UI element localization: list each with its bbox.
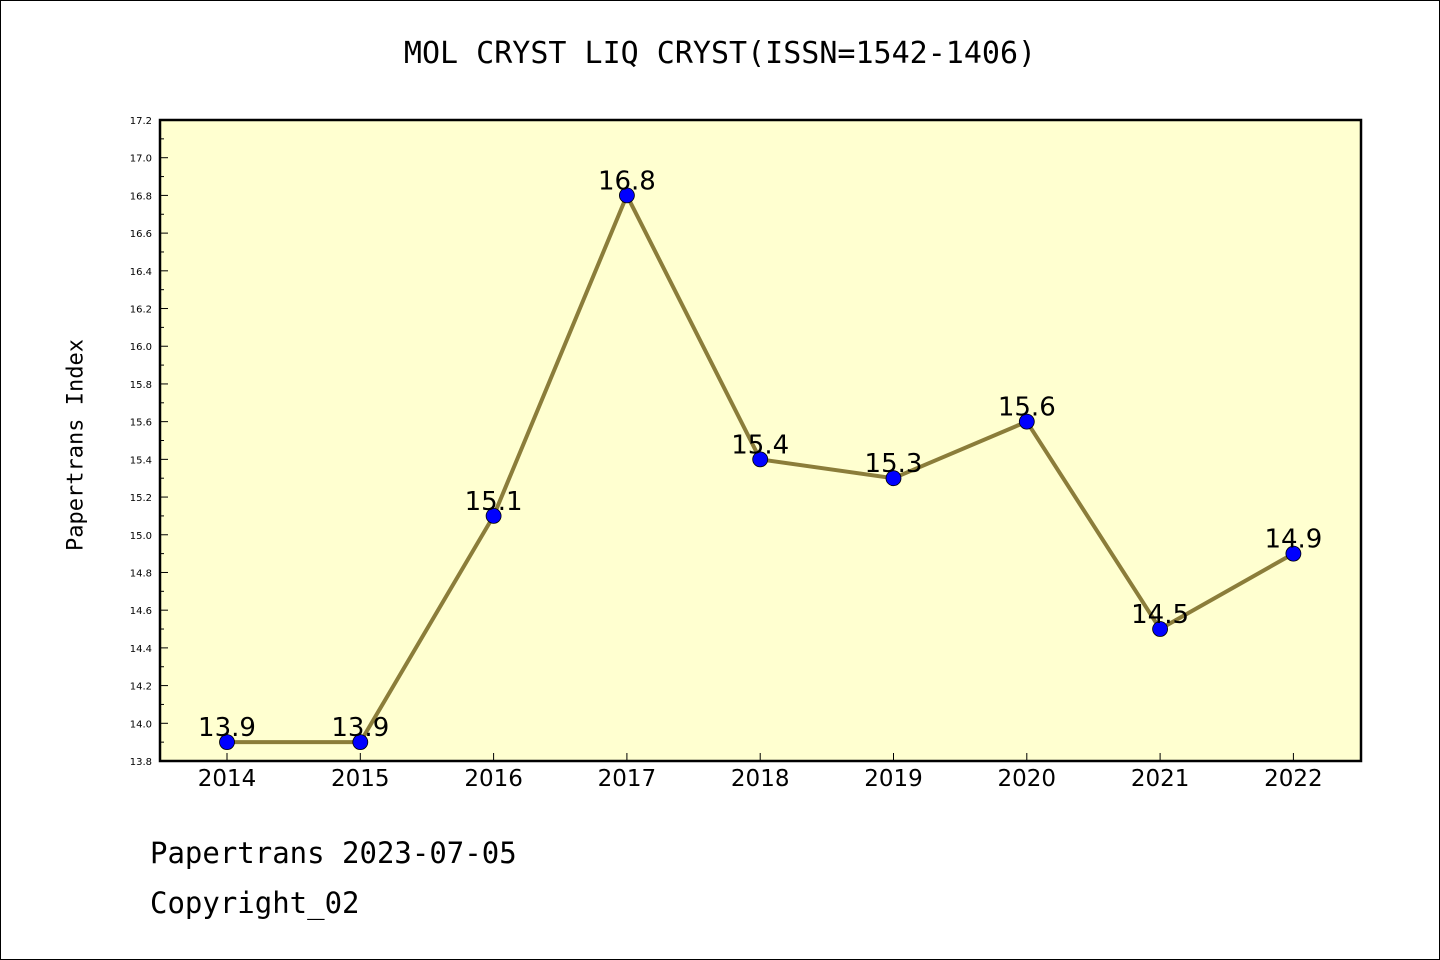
x-tick-label: 2016 bbox=[464, 766, 523, 792]
y-axis: 13.8 14.0 14.2 14.4 14.6 14.8 15.0 15.2 15.4 15.6… bbox=[130, 116, 168, 768]
y-tick-label: 14.0 bbox=[130, 719, 152, 730]
data-label: 15.3 bbox=[865, 449, 923, 479]
chart-title: MOL CRYST LIQ CRYST(ISSN=1542-1406) bbox=[403, 36, 1037, 71]
y-tick-label: 16.6 bbox=[130, 229, 152, 240]
y-tick-label: 14.8 bbox=[130, 568, 152, 579]
data-point bbox=[485, 508, 502, 524]
x-tick-label: 2021 bbox=[1131, 766, 1190, 792]
y-tick-label: 14.2 bbox=[130, 682, 152, 693]
data-point bbox=[619, 187, 635, 204]
data-point bbox=[1152, 621, 1168, 637]
data-point bbox=[219, 734, 235, 751]
series-group bbox=[219, 187, 1302, 751]
footer-copyright: Copyright_02 bbox=[150, 886, 360, 920]
y-tick-label: 14.4 bbox=[130, 644, 152, 655]
data-label: 13.9 bbox=[198, 713, 256, 743]
data-labels: 13.9 13.9 15.1 16.8 15.4 15.3 15.6 14.5 14.9 bbox=[198, 166, 1322, 743]
data-point bbox=[1018, 413, 1035, 430]
plot-area bbox=[158, 118, 1363, 763]
x-axis: 2014 2015 2016 2017 2018 2019 2020 2021 2022 bbox=[198, 753, 1323, 792]
y-tick-label: 16.8 bbox=[130, 191, 152, 202]
data-point bbox=[885, 470, 902, 487]
y-tick-label: 16.4 bbox=[130, 267, 152, 278]
data-point bbox=[352, 734, 369, 751]
x-tick-label: 2019 bbox=[864, 766, 923, 792]
y-tick-label: 15.2 bbox=[130, 493, 152, 504]
x-tick-label: 2015 bbox=[331, 766, 390, 792]
x-tick-label: 2022 bbox=[1264, 766, 1323, 792]
y-tick-label: 15.4 bbox=[130, 455, 152, 466]
x-tick-label: 2014 bbox=[198, 766, 257, 792]
y-tick-label: 15.0 bbox=[130, 531, 152, 542]
y-tick-label: 16.2 bbox=[130, 305, 152, 316]
x-tick-label: 2017 bbox=[598, 766, 657, 792]
y-tick-label: 14.6 bbox=[130, 606, 152, 617]
y-tick-label: 15.8 bbox=[130, 380, 152, 391]
data-label: 15.4 bbox=[731, 430, 789, 460]
data-label: 13.9 bbox=[331, 713, 389, 743]
x-tick-label: 2020 bbox=[998, 766, 1057, 792]
data-label: 16.8 bbox=[598, 166, 656, 196]
data-point bbox=[752, 451, 769, 468]
y-tick-label: 13.8 bbox=[130, 757, 152, 768]
data-label: 14.9 bbox=[1264, 525, 1322, 555]
data-point bbox=[1285, 545, 1302, 562]
y-tick-label: 17.2 bbox=[130, 116, 152, 127]
data-label: 15.1 bbox=[465, 487, 523, 517]
y-tick-label: 17.0 bbox=[130, 154, 152, 165]
footer-date: Papertrans 2023-07-05 bbox=[150, 836, 517, 870]
y-tick-label: 15.6 bbox=[130, 418, 152, 429]
data-label: 14.5 bbox=[1131, 600, 1189, 630]
data-label: 15.6 bbox=[998, 393, 1056, 423]
x-tick-label: 2018 bbox=[731, 766, 790, 792]
y-tick-label: 16.0 bbox=[130, 342, 152, 353]
